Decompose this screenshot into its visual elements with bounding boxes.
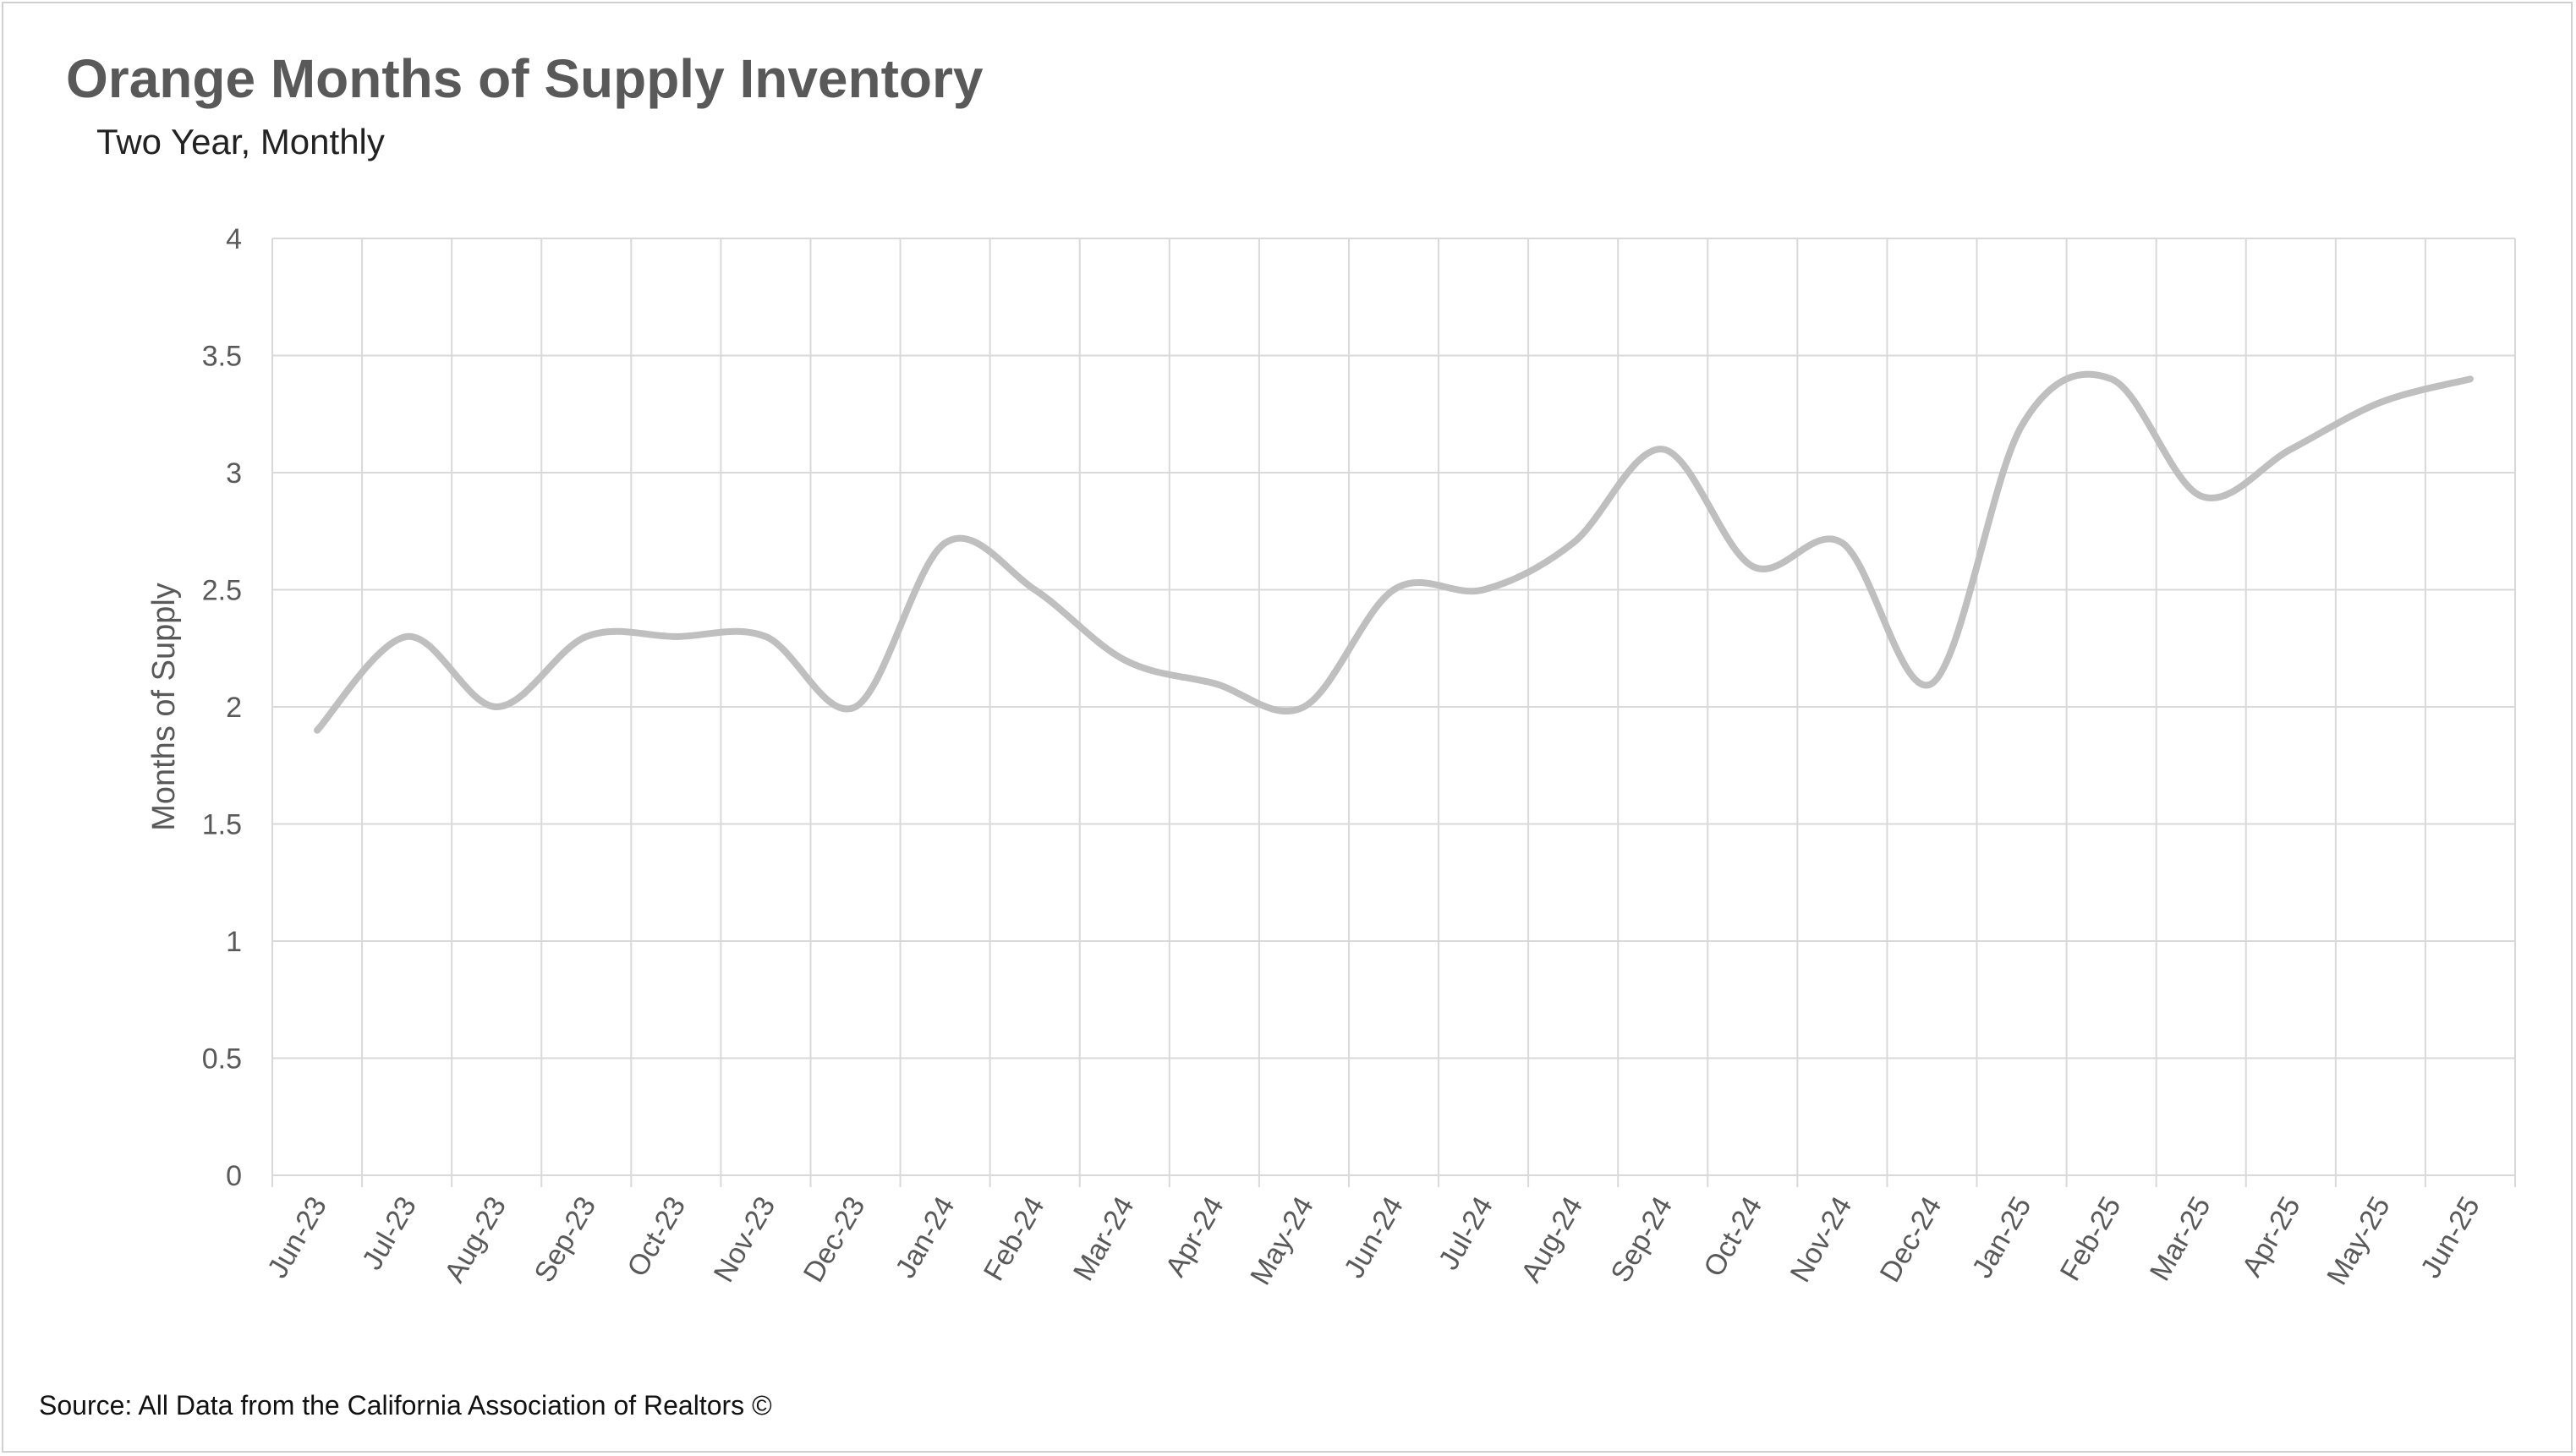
- y-tick-label: 3: [226, 457, 242, 490]
- x-tick-label: May-25: [2321, 1191, 2397, 1290]
- x-tick-label: May-24: [1244, 1191, 1320, 1290]
- y-tick-label: 0.5: [202, 1043, 242, 1076]
- source-note: Source: All Data from the California Ass…: [39, 1390, 772, 1420]
- x-tick-label: Jan-25: [1966, 1191, 2038, 1284]
- x-tick-label: Feb-24: [978, 1191, 1051, 1286]
- y-tick-label: 4: [226, 223, 242, 255]
- x-tick-label: Oct-24: [1697, 1191, 1768, 1282]
- gridlines: [271, 238, 2516, 1187]
- y-axis-ticks: 0 0.5 1 1.5 2 2.5 3 3.5 4: [202, 223, 242, 1192]
- chart-subtitle: Two Year, Monthly: [96, 122, 385, 161]
- x-tick-label: Aug-24: [1515, 1191, 1589, 1288]
- x-axis-ticks: Jun-23 Jul-23 Aug-23 Sep-23 Oct-23 Nov-23 Dec-…: [261, 1191, 2486, 1290]
- x-tick-label: Sep-23: [528, 1191, 602, 1288]
- x-tick-label: Jun-25: [2414, 1191, 2486, 1284]
- y-tick-label: 1: [226, 926, 242, 958]
- y-axis-label: Months of Supply: [146, 583, 182, 831]
- chart-title: Orange Months of Supply Inventory: [66, 48, 984, 109]
- series-layer: [314, 370, 2474, 734]
- x-tick-label: Nov-24: [1784, 1191, 1859, 1288]
- x-tick-label: Jul-24: [1433, 1191, 1499, 1275]
- y-tick-label: 1.5: [202, 809, 242, 841]
- x-tick-label: Apr-25: [2236, 1191, 2307, 1282]
- x-tick-label: Mar-24: [1067, 1191, 1141, 1286]
- x-tick-label: Dec-23: [797, 1191, 872, 1288]
- y-tick-label: 0: [226, 1160, 242, 1192]
- x-tick-label: Mar-25: [2144, 1191, 2217, 1286]
- x-tick-label: Jan-24: [890, 1191, 962, 1284]
- y-tick-label: 3.5: [202, 341, 242, 373]
- y-tick-label: 2: [226, 692, 242, 724]
- x-tick-label: Jun-23: [261, 1191, 333, 1284]
- x-tick-label: Dec-24: [1874, 1191, 1948, 1288]
- series-line: [314, 370, 2474, 734]
- x-tick-label: Aug-23: [438, 1191, 512, 1288]
- x-tick-label: Jul-23: [356, 1191, 423, 1275]
- x-tick-label: Apr-24: [1159, 1191, 1230, 1282]
- y-tick-label: 2.5: [202, 575, 242, 607]
- x-tick-label: Sep-24: [1604, 1191, 1679, 1288]
- x-tick-label: Nov-23: [708, 1191, 782, 1288]
- x-tick-label: Oct-23: [621, 1191, 692, 1282]
- x-tick-label: Feb-25: [2054, 1191, 2128, 1286]
- x-tick-label: Jun-24: [1338, 1191, 1410, 1284]
